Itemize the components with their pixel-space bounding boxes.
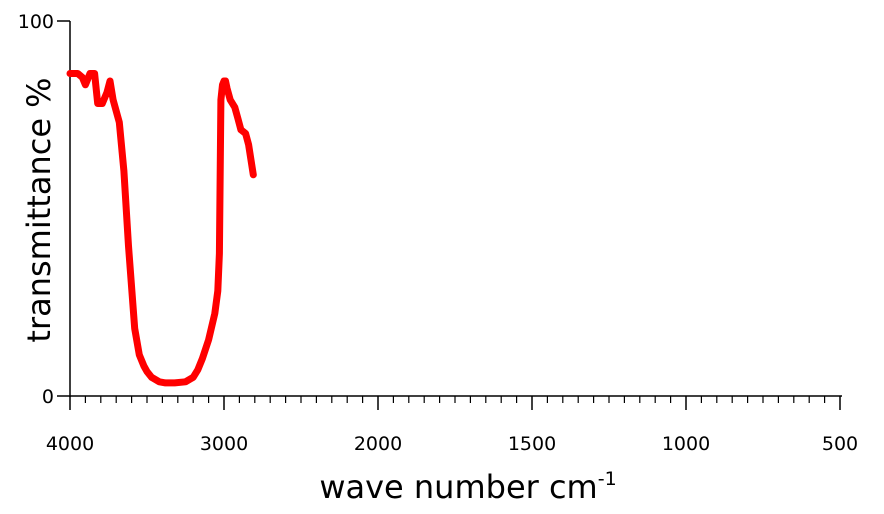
x-axis-title: wave number cm-1 xyxy=(319,468,616,506)
x-major-ticks xyxy=(69,396,841,410)
x-tick-label: 1000 xyxy=(662,433,710,455)
x-tick-labels: 4000 3000 2000 1500 1000 500 xyxy=(46,433,858,455)
x-minor-ticks xyxy=(84,396,826,403)
y-tick-label: 100 xyxy=(18,11,54,33)
y-tick-labels: 0 100 xyxy=(18,11,54,408)
x-tick-label: 3000 xyxy=(200,433,248,455)
axes xyxy=(57,20,842,397)
x-tick-label: 1500 xyxy=(508,433,556,455)
x-tick-label: 4000 xyxy=(46,433,94,455)
series-layer xyxy=(66,70,257,387)
x-axis-title-text: wave number cm xyxy=(319,468,597,506)
y-tick-label: 0 xyxy=(42,386,54,408)
x-axis-title-superscript: -1 xyxy=(598,468,617,490)
y-axis-title: transmittance % xyxy=(20,77,58,342)
x-tick-label: 2000 xyxy=(354,433,402,455)
x-tick-label: 500 xyxy=(822,433,858,455)
spectrum-line xyxy=(66,70,257,387)
